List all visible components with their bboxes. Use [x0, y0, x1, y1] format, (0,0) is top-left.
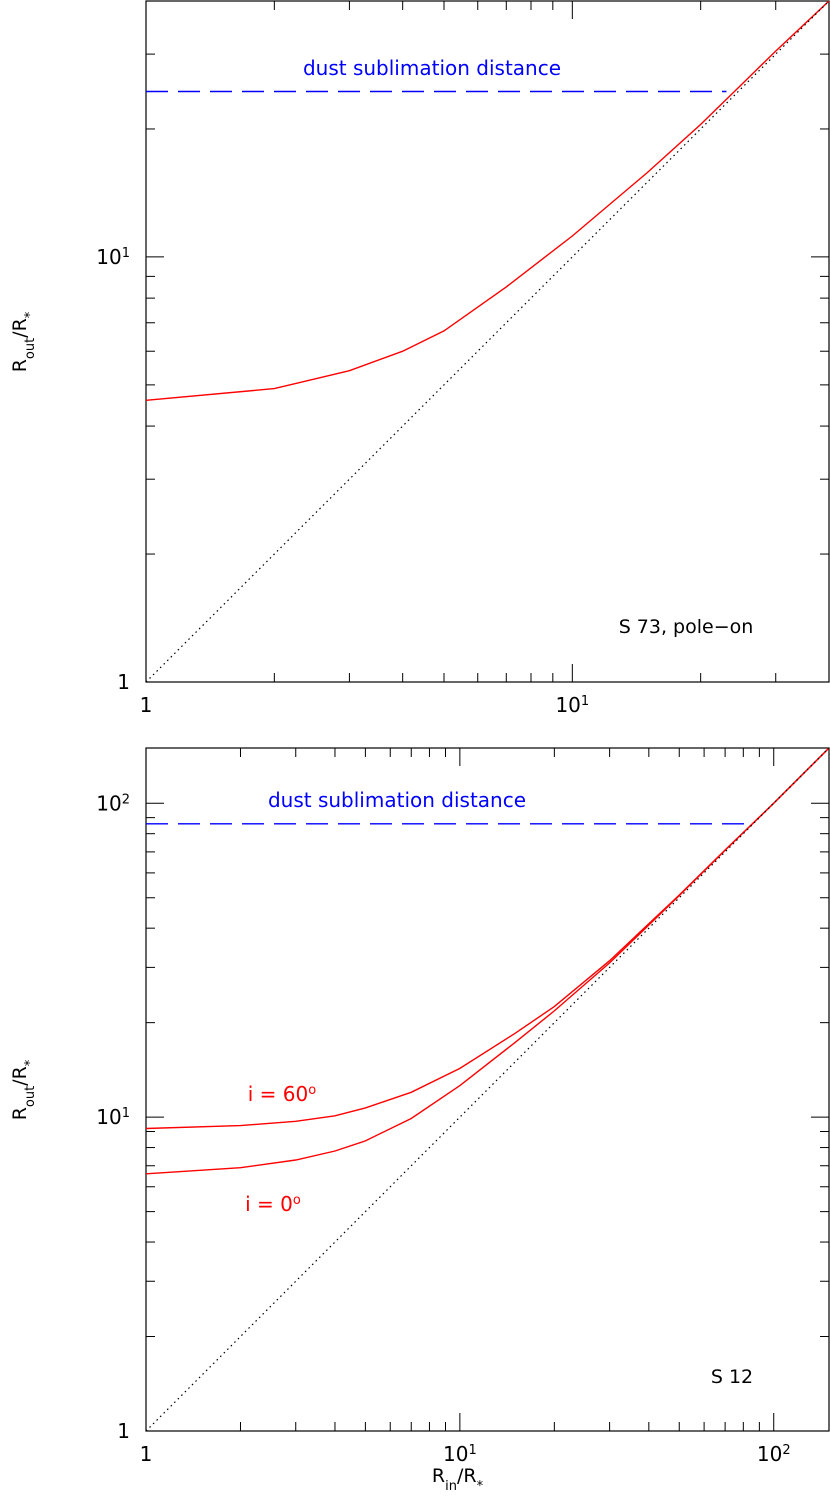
annotation-label: S 73, pole−on: [619, 616, 754, 638]
chart-panel-1: 1 101 1 101 Rout/R* dust sublimation distance…: [9, 0, 830, 717]
annotation-label: S 12: [711, 1366, 753, 1388]
plot-frame: [145, 747, 830, 1432]
y-tick-label: 101: [96, 1105, 130, 1129]
y-tick-label: 102: [96, 791, 130, 815]
series-line-1: [146, 1, 829, 401]
x-tick-label: 102: [757, 1442, 791, 1466]
axis-ticks: [145, 748, 829, 1432]
y-tick-label: 1: [117, 1419, 130, 1443]
annotation-i60: i = 60o: [248, 1082, 316, 1106]
chart-panel-2: 1 101 102 1 101 102 Rout/R* Rin/R* dust sublimat…: [9, 747, 830, 1494]
x-tick-label: 1: [140, 1442, 153, 1466]
x-axis-label: Rin/R*: [432, 1465, 484, 1494]
y-tick-label: 1: [117, 670, 130, 694]
x-tick-label: 1: [140, 693, 153, 717]
x-tick-label: 101: [555, 693, 589, 717]
annotation-i0: i = 0o: [245, 1192, 301, 1216]
identity-line: [146, 1, 829, 682]
annotation-dust: dust sublimation distance: [303, 56, 561, 80]
identity-line: [146, 748, 829, 1431]
series-line-2: [146, 748, 829, 1175]
y-axis-label: Rout/R*: [9, 1059, 38, 1120]
x-tick-label: 101: [443, 1442, 477, 1466]
y-tick-label: 101: [96, 245, 130, 269]
annotation-dust: dust sublimation distance: [268, 788, 526, 812]
y-axis-label: Rout/R*: [9, 311, 38, 372]
plot-frame: [145, 0, 830, 683]
axis-ticks: [145, 0, 830, 683]
